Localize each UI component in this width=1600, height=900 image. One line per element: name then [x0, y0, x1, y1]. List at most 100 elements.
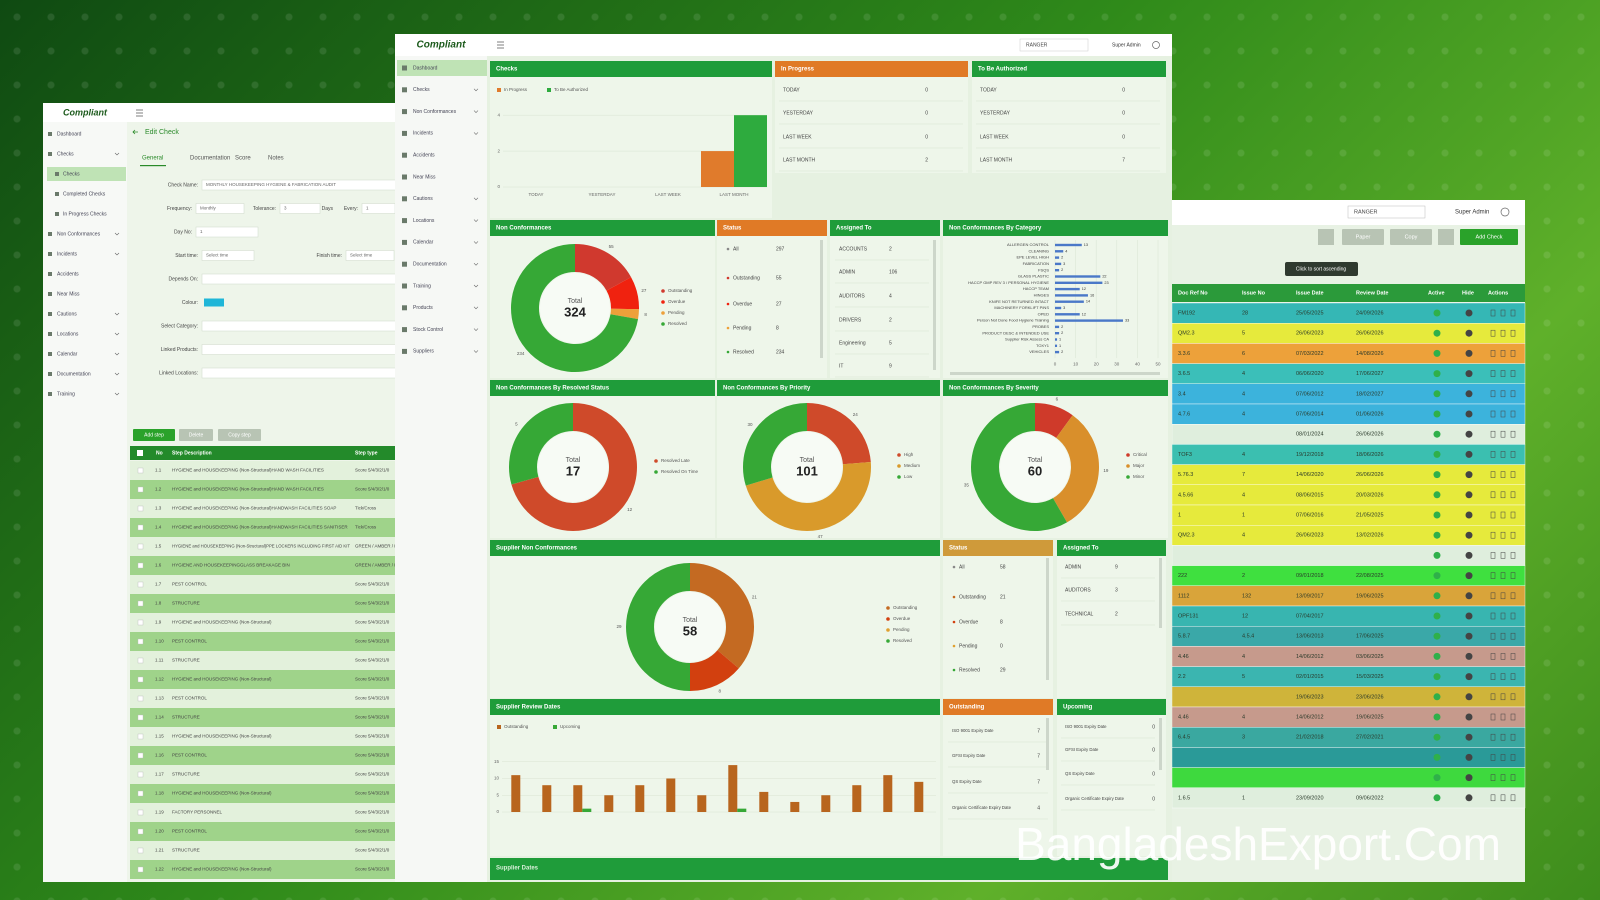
legend-label[interactable]: Medium — [904, 463, 920, 468]
donut-segment[interactable] — [743, 403, 808, 486]
nav-item[interactable]: Dashboard — [413, 65, 438, 71]
action-icon[interactable] — [1510, 693, 1516, 701]
donut-segment[interactable] — [689, 649, 739, 691]
scrollbar[interactable] — [1159, 558, 1162, 628]
legend-label[interactable]: High — [904, 452, 914, 457]
input[interactable] — [345, 250, 395, 261]
hide-icon[interactable] — [1465, 673, 1473, 681]
button-label[interactable]: Paper — [1356, 234, 1371, 240]
refresh-icon[interactable] — [1152, 41, 1160, 49]
action-icon[interactable] — [1500, 713, 1506, 721]
action-icon[interactable] — [1500, 733, 1506, 741]
checkbox[interactable] — [137, 581, 144, 588]
action-icon[interactable] — [1490, 511, 1496, 519]
action-icon[interactable] — [1510, 653, 1516, 660]
action-icon[interactable] — [1490, 491, 1496, 499]
legend-label[interactable]: Low — [904, 474, 913, 479]
checkbox[interactable] — [137, 790, 144, 797]
checkbox[interactable] — [137, 847, 144, 854]
action-icon[interactable] — [1490, 774, 1496, 781]
donut-segment[interactable] — [689, 563, 754, 669]
action-icon[interactable] — [1490, 612, 1496, 620]
input[interactable] — [201, 344, 398, 355]
action-icon[interactable] — [1500, 511, 1506, 519]
donut-segment[interactable] — [610, 308, 639, 320]
action-icon[interactable] — [1490, 531, 1496, 539]
column-header[interactable]: Issue Date — [1296, 290, 1324, 296]
tab[interactable]: Notes — [268, 156, 284, 162]
hide-icon[interactable] — [1465, 471, 1473, 479]
action-icon[interactable] — [1510, 451, 1516, 458]
hide-icon[interactable] — [1465, 753, 1473, 761]
action-icon[interactable] — [1510, 370, 1516, 377]
scrollbar[interactable] — [950, 372, 1160, 375]
nav-item[interactable]: Near Miss — [57, 291, 80, 297]
action-icon[interactable] — [1510, 430, 1516, 438]
checkbox[interactable] — [137, 505, 144, 512]
legend-label[interactable]: Resolved Late — [661, 458, 690, 463]
action-icon[interactable] — [1500, 471, 1506, 478]
action-icon[interactable] — [1500, 410, 1506, 418]
hide-icon[interactable] — [1465, 794, 1473, 802]
donut-segment[interactable] — [971, 403, 1067, 531]
action-icon[interactable] — [1510, 491, 1516, 499]
nav-item[interactable]: Locations — [413, 218, 435, 224]
checkbox[interactable] — [137, 486, 144, 493]
action-icon[interactable] — [1500, 552, 1506, 559]
action-icon[interactable] — [1510, 390, 1516, 398]
action-icon[interactable] — [1490, 329, 1496, 337]
action-icon[interactable] — [1510, 410, 1516, 418]
hide-icon[interactable] — [1465, 531, 1473, 539]
hide-icon[interactable] — [1465, 632, 1473, 640]
hide-icon[interactable] — [1465, 390, 1473, 398]
action-icon[interactable] — [1510, 511, 1516, 519]
checkbox[interactable] — [137, 771, 144, 778]
input[interactable] — [195, 226, 259, 238]
hide-icon[interactable] — [1465, 572, 1473, 580]
column-header[interactable]: Review Date — [1356, 290, 1388, 296]
legend-label[interactable]: Major — [1133, 463, 1145, 468]
input[interactable] — [201, 320, 398, 332]
button-label[interactable]: Copy — [1405, 234, 1418, 240]
icon-button[interactable] — [1318, 229, 1334, 245]
legend-label[interactable]: Pending — [893, 627, 910, 632]
nav-item[interactable]: Calendar — [57, 351, 78, 357]
button-label[interactable]: Add step — [144, 432, 164, 438]
action-icon[interactable] — [1490, 552, 1496, 559]
hide-icon[interactable] — [1465, 349, 1473, 357]
action-icon[interactable] — [1500, 370, 1506, 377]
hide-icon[interactable] — [1465, 511, 1473, 519]
nav-item[interactable]: Accidents — [413, 153, 435, 159]
nav-item[interactable]: Non Conformances — [57, 231, 101, 237]
nav-item[interactable]: Completed Checks — [63, 191, 106, 197]
action-icon[interactable] — [1490, 410, 1496, 418]
action-icon[interactable] — [1490, 733, 1496, 741]
nav-item[interactable]: Training — [413, 283, 431, 289]
button-label[interactable]: Add Check — [1476, 234, 1503, 240]
hide-icon[interactable] — [1465, 652, 1473, 660]
action-icon[interactable] — [1500, 329, 1506, 337]
action-icon[interactable] — [1490, 653, 1496, 660]
hide-icon[interactable] — [1465, 370, 1473, 378]
action-icon[interactable] — [1500, 309, 1506, 317]
nav-item[interactable]: Incidents — [413, 131, 434, 137]
checkbox[interactable] — [137, 619, 144, 626]
hide-icon[interactable] — [1465, 450, 1473, 458]
scrollbar[interactable] — [820, 240, 823, 358]
action-icon[interactable] — [1510, 552, 1516, 559]
checkbox[interactable] — [137, 866, 144, 873]
legend-label[interactable]: Overdue — [668, 299, 686, 304]
refresh-icon[interactable] — [1500, 207, 1510, 217]
donut-segment[interactable] — [509, 403, 574, 485]
nav-item[interactable]: In Progress Checks — [63, 211, 107, 217]
action-icon[interactable] — [1490, 471, 1496, 478]
action-icon[interactable] — [1490, 693, 1496, 701]
checkbox[interactable] — [137, 752, 144, 759]
action-icon[interactable] — [1510, 774, 1516, 781]
action-icon[interactable] — [1490, 794, 1496, 802]
scrollbar[interactable] — [1159, 718, 1162, 770]
nav-item[interactable]: Documentation — [57, 371, 91, 377]
legend-label[interactable]: Resolved — [668, 321, 687, 326]
tab[interactable]: General — [142, 156, 163, 162]
button[interactable] — [133, 429, 175, 441]
